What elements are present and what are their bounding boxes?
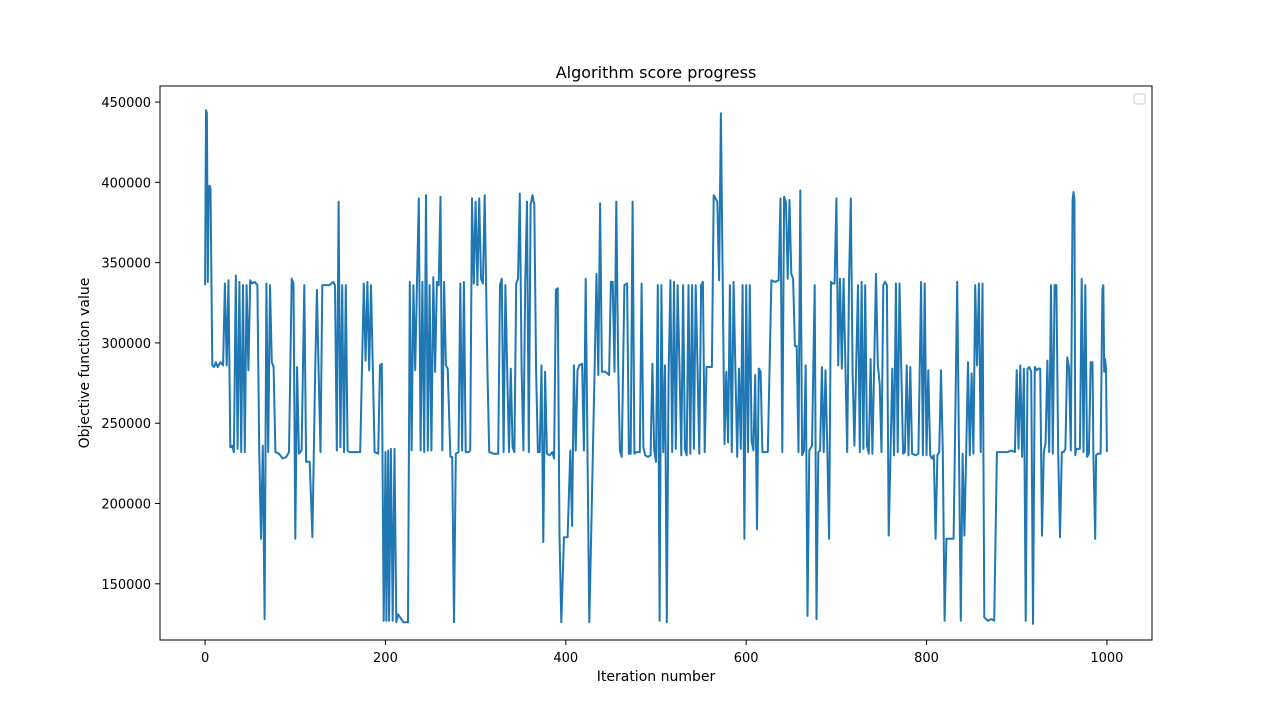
- chart-title: Algorithm score progress: [556, 63, 757, 82]
- y-axis-label: Objective function value: [77, 278, 93, 449]
- x-tick-label: 200: [373, 651, 398, 666]
- y-tick-label: 250000: [101, 417, 151, 432]
- y-tick-label: 450000: [101, 96, 151, 111]
- y-tick-label: 300000: [101, 337, 151, 352]
- y-tick-label: 150000: [101, 578, 151, 593]
- x-tick-label: 600: [734, 651, 759, 666]
- axes-frame: [159, 85, 1153, 641]
- x-tick-label: 0: [201, 651, 209, 666]
- legend-box: [1133, 93, 1146, 105]
- x-axis-label: Iteration number: [597, 669, 716, 685]
- y-tick-label: 350000: [101, 257, 151, 272]
- y-tick-label: 400000: [101, 176, 151, 191]
- axis-ticks: 0 200 400 600 800 1000 150000 200000 250000 30000…: [101, 96, 1123, 666]
- plot-area: [204, 109, 1108, 625]
- y-tick-label: 200000: [101, 498, 151, 513]
- x-tick-label: 400: [553, 651, 578, 666]
- series-line-0: [204, 109, 1108, 625]
- x-tick-label: 800: [914, 651, 939, 666]
- x-tick-label: 1000: [1090, 651, 1123, 666]
